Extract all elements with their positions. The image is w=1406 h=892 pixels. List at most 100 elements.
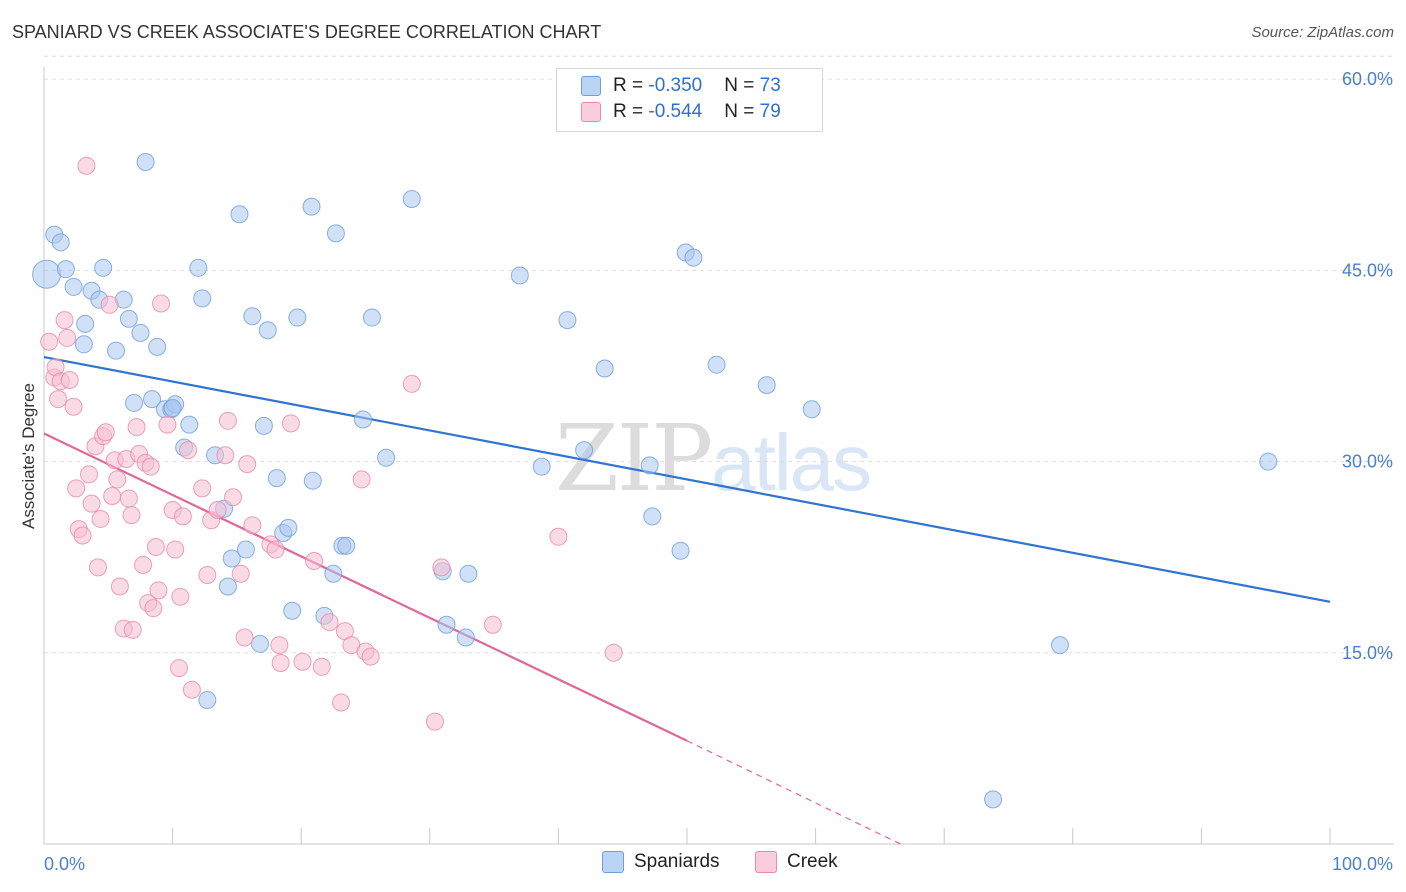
spaniards-point [802,400,821,419]
creek-point [281,414,300,433]
creek-point [110,577,129,596]
spaniards-point [532,457,551,476]
legend-r-label: R = [613,101,649,122]
spaniards-point [302,197,321,216]
spaniards-point [757,376,776,395]
creek-point [77,156,96,175]
spaniards-point [595,359,614,378]
creek-trend-line [43,432,688,742]
creek-point [170,659,189,678]
tick-labels: 15.0% 30.0% 45.0% 60.0% 0.0% 100.0% [44,69,1393,874]
x-tick-label: 100.0% [1332,854,1393,874]
y-tick-label: 60.0% [1342,69,1393,89]
y-tick-label: 15.0% [1342,643,1393,663]
swatch-creek [755,851,777,873]
creek-point [55,311,74,330]
legend-item-creek[interactable]: Creek [755,851,838,873]
y-tick-label: 30.0% [1342,452,1393,472]
correlation-legend: R = -0.350 N = 73 R = -0.544 N = 79 [556,68,823,132]
creek-point [425,712,444,731]
spaniards-point [1259,452,1278,471]
legend-row-creek: R = -0.544 N = 79 [581,101,781,127]
spaniards-point [640,456,659,475]
spaniards-point [32,259,62,289]
spaniards-point [456,628,475,647]
creek-point [134,555,153,574]
spaniards-point [193,289,212,308]
creek-point [122,506,141,525]
spaniards-point [148,337,167,356]
spaniards-point [258,321,277,340]
spaniards-point [76,314,95,333]
legend-r-label: R = [613,75,649,96]
creek-point [270,636,289,655]
creek-point [182,680,201,699]
spaniards-point [136,153,155,172]
legend-swatch-creek [581,101,601,122]
spaniards-point [326,224,345,243]
spaniards-point [64,277,83,296]
y-axis-label: Associate's Degree [19,383,38,529]
creek-point [40,332,59,351]
grid-lines [44,55,1394,654]
chart-title: SPANIARD VS CREEK ASSOCIATE'S DEGREE COR… [12,22,602,42]
creek-point [60,370,79,389]
watermark-atlas: atlas [711,418,872,507]
legend-row-spaniards: R = -0.350 N = 73 [581,75,781,101]
creek-point [82,494,101,513]
creek-point [91,509,110,528]
legend-n-value: 73 [759,75,781,96]
creek-point [73,526,92,545]
legend-item-spaniards[interactable]: Spaniards [602,851,720,873]
creek-point [549,527,568,546]
spaniards-point [377,448,396,467]
creek-point [119,489,138,508]
spaniards-point [56,260,75,279]
spaniards-point [575,441,594,460]
spaniards-point [324,564,343,583]
legend-label-spaniards: Spaniards [634,851,720,873]
creek-point [483,615,502,634]
creek-point [432,558,451,577]
spaniards-point [402,189,421,208]
creek-point [216,446,235,465]
spaniards-point [353,410,372,429]
spaniards-trend-line [43,355,1331,603]
series-legend: Spaniards Creek [0,851,1406,877]
legend-n-value: 79 [759,101,781,122]
axes [43,67,1394,845]
creek-point [64,397,83,416]
creek-point [352,470,371,489]
spaniards-point [218,577,237,596]
creek-point [166,540,185,559]
creek-point [604,643,623,662]
creek-point [231,564,250,583]
swatch-spaniards [602,851,624,873]
spaniards-point [459,564,478,583]
creek-point [173,507,192,526]
spaniards-point [125,393,144,412]
spaniards-point [303,471,322,490]
spaniards-point [189,258,208,277]
trend-lines [43,355,1331,845]
legend-r-value: -0.350 [648,75,703,96]
creek-point [218,411,237,430]
spaniards-point [437,615,456,634]
spaniards-point [222,549,241,568]
spaniards-point [684,248,703,267]
spaniards-point [131,323,150,342]
spaniards-point [288,308,307,327]
legend-swatch-spaniards [581,75,601,96]
spaniards-point [283,601,302,620]
creek-point [144,599,163,618]
creek-point [146,537,165,556]
spaniards-point [119,309,138,328]
spaniards-point [251,634,270,653]
spaniards-point [558,311,577,330]
creek-point [320,613,339,632]
spaniards-point [510,266,529,285]
creek-point [332,693,351,712]
y-tick-label: 45.0% [1342,260,1393,280]
creek-point [198,566,217,585]
